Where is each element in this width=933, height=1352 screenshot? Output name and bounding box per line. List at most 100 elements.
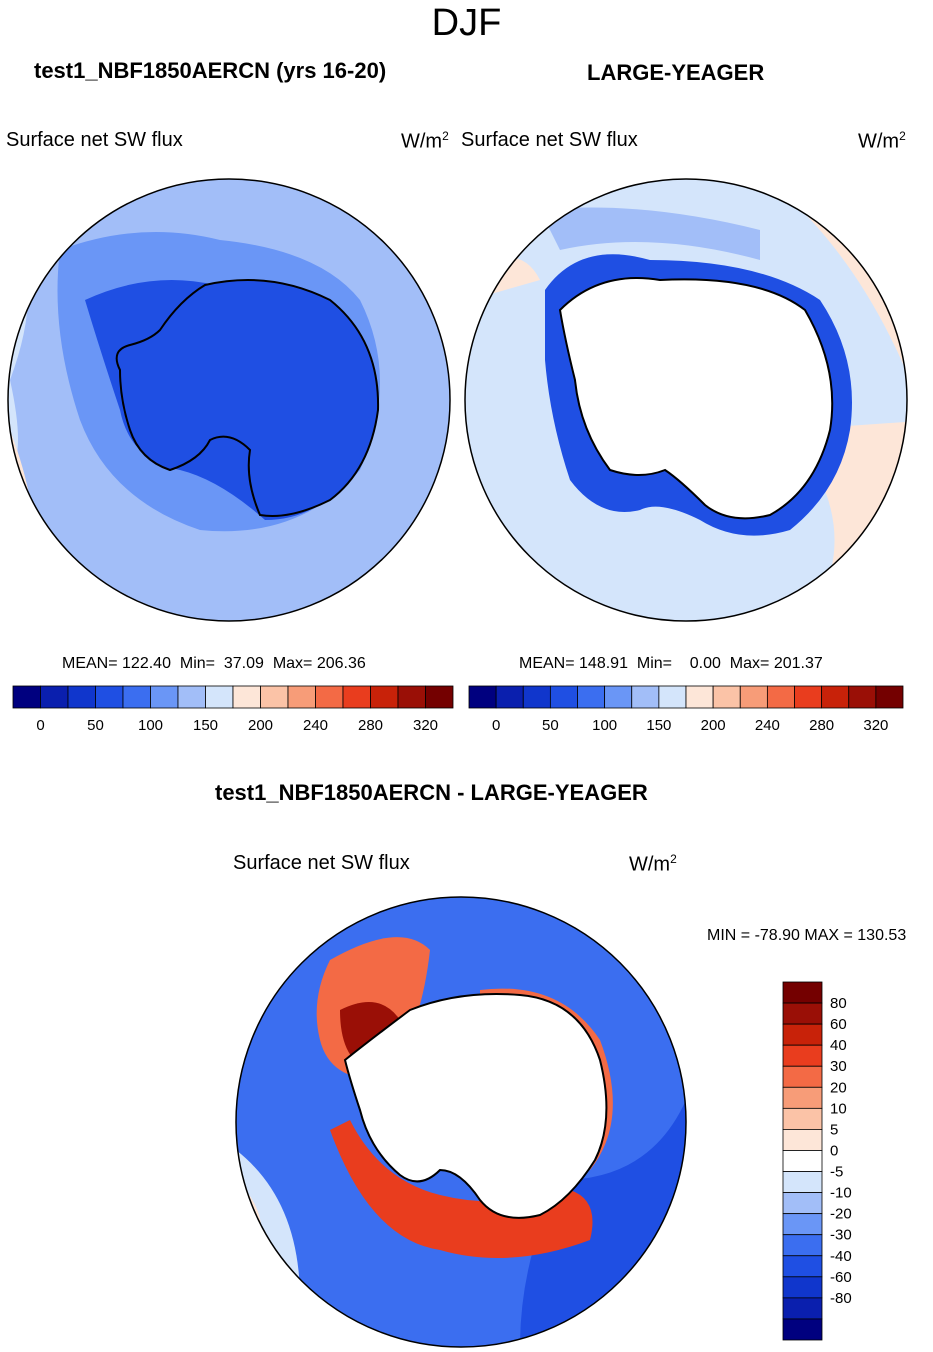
diff-colorbar-cell xyxy=(782,1318,823,1341)
diff-colorbar-cell xyxy=(782,1171,823,1193)
right-colorbar-tick-label: 280 xyxy=(809,717,834,734)
right-colorbar-cell xyxy=(522,685,551,709)
left-colorbar-tick-label: 240 xyxy=(303,717,328,734)
diff-colorbar-tick-label: 0 xyxy=(830,1142,838,1159)
diff-colorbar-cell xyxy=(782,1002,823,1025)
right-colorbar-tick-label: 50 xyxy=(542,717,559,734)
diff-colorbar-cell xyxy=(782,1065,823,1088)
left-colorbar-cell xyxy=(287,685,316,709)
left-colorbar-cell xyxy=(397,685,426,709)
diff-colorbar-tick-label: -5 xyxy=(830,1164,843,1181)
right-stats: MEAN= 148.91 Min= 0.00 Max= 201.37 xyxy=(519,655,823,672)
right-colorbar-cell xyxy=(631,685,660,709)
diff-colorbar-tick-label: 80 xyxy=(830,995,847,1012)
diff-colorbar-cell xyxy=(782,1107,823,1130)
left-colorbar-tick-label: 200 xyxy=(248,717,273,734)
diff-colorbar-cell xyxy=(782,1297,823,1320)
right-map-light-band xyxy=(540,207,760,260)
right-colorbar-tick-label: 240 xyxy=(755,717,780,734)
diff-minmax: MIN = -78.90 MAX = 130.53 xyxy=(707,927,907,944)
right-colorbar-tick-label: 0 xyxy=(492,717,500,734)
right-variable-label: Surface net SW flux xyxy=(461,129,638,151)
right-colorbar-cell xyxy=(794,685,823,709)
left-colorbar-cell xyxy=(67,685,96,709)
right-colorbar-cell xyxy=(712,685,741,709)
left-stats: MEAN= 122.40 Min= 37.09 Max= 206.36 xyxy=(62,655,366,672)
diff-colorbar-cell xyxy=(782,1276,823,1299)
left-colorbar-tick-label: 280 xyxy=(358,717,383,734)
diff-colorbar-tick-label: -10 xyxy=(830,1185,852,1202)
left-colorbar-cell xyxy=(177,685,206,709)
right-colorbar-cell xyxy=(577,685,606,709)
right-colorbar-cell xyxy=(549,685,578,709)
left-colorbar: 0 50 100 150 200 240 280 320 xyxy=(12,685,454,734)
diff-colorbar-tick-label: 40 xyxy=(830,1037,847,1054)
right-colorbar-cell xyxy=(739,685,768,709)
diff-panel-title: test1_NBF1850AERCN - LARGE-YEAGER xyxy=(215,780,648,805)
left-map xyxy=(8,179,450,621)
right-colorbar-cell xyxy=(495,685,524,709)
diff-colorbar-cell xyxy=(782,1234,823,1257)
right-colorbar-cell xyxy=(848,685,877,709)
diff-colorbar-cell xyxy=(782,1023,823,1046)
diff-colorbar-cell xyxy=(782,981,823,1004)
diff-colorbar-cell xyxy=(782,1213,823,1236)
left-colorbar-cell xyxy=(342,685,371,709)
diff-map-red-crescent xyxy=(330,1120,593,1258)
diff-colorbar-cell xyxy=(782,1129,823,1151)
diff-colorbar: 80 60 40 30 20 10 5 0 -5 -10 -20 -30 -40 -60 -80 xyxy=(782,981,852,1341)
left-variable-label: Surface net SW flux xyxy=(6,129,183,151)
right-colorbar-cell xyxy=(604,685,633,709)
left-colorbar-cell xyxy=(12,685,41,709)
right-colorbar-tick-label: 320 xyxy=(863,717,888,734)
left-colorbar-cell xyxy=(370,685,399,709)
left-map-antarctica-coastline xyxy=(115,279,380,517)
left-colorbar-tick-label: 0 xyxy=(36,717,44,734)
diff-colorbar-tick-label: -20 xyxy=(830,1206,852,1223)
right-colorbar-tick-label: 100 xyxy=(592,717,617,734)
left-colorbar-tick-label: 100 xyxy=(138,717,163,734)
diff-colorbar-tick-label: 10 xyxy=(830,1100,847,1117)
left-units-label: W/m2 xyxy=(401,129,449,153)
left-colorbar-cell xyxy=(315,685,344,709)
left-colorbar-cell xyxy=(150,685,179,709)
diff-map-border xyxy=(235,896,687,1348)
diff-variable-label: Surface net SW flux xyxy=(233,852,410,874)
left-colorbar-cell xyxy=(205,685,234,709)
right-map-border xyxy=(464,178,908,622)
right-units-label: W/m2 xyxy=(858,129,906,153)
diff-colorbar-tick-label: 5 xyxy=(830,1121,838,1138)
diff-colorbar-tick-label: -40 xyxy=(830,1248,852,1265)
diff-map xyxy=(236,897,686,1347)
diff-colorbar-tick-label: 20 xyxy=(830,1079,847,1096)
right-colorbar-cell xyxy=(766,685,795,709)
right-colorbar-cell xyxy=(875,685,904,709)
left-colorbar-cell xyxy=(40,685,69,709)
right-map-antarctica-coastline xyxy=(558,277,834,520)
left-colorbar-tick-label: 150 xyxy=(193,717,218,734)
left-colorbar-tick-label: 50 xyxy=(87,717,104,734)
diff-colorbar-cell xyxy=(782,1192,823,1215)
left-colorbar-cell xyxy=(260,685,289,709)
diff-colorbar-cell xyxy=(782,1044,823,1067)
left-colorbar-cell xyxy=(95,685,124,709)
diff-colorbar-tick-label: 30 xyxy=(830,1058,847,1075)
left-map-border xyxy=(7,178,451,622)
left-colorbar-tick-label: 320 xyxy=(413,717,438,734)
diff-colorbar-cell xyxy=(782,1255,823,1278)
right-panel-title: LARGE-YEAGER xyxy=(587,60,765,85)
diff-map-antarctica-coastline xyxy=(343,993,608,1219)
right-colorbar-cell xyxy=(685,685,714,709)
diff-colorbar-tick-label: -80 xyxy=(830,1290,852,1307)
right-colorbar: 0 50 100 150 200 240 280 320 xyxy=(468,685,904,734)
right-colorbar-cell xyxy=(821,685,850,709)
diff-colorbar-cell xyxy=(782,1150,823,1172)
figure-title: DJF xyxy=(431,2,502,44)
right-colorbar-tick-label: 150 xyxy=(646,717,671,734)
left-colorbar-cell xyxy=(425,685,454,709)
right-colorbar-cell xyxy=(468,685,497,709)
left-colorbar-cell xyxy=(232,685,261,709)
diff-colorbar-tick-label: -60 xyxy=(830,1269,852,1286)
left-panel-title: test1_NBF1850AERCN (yrs 16-20) xyxy=(34,58,387,83)
